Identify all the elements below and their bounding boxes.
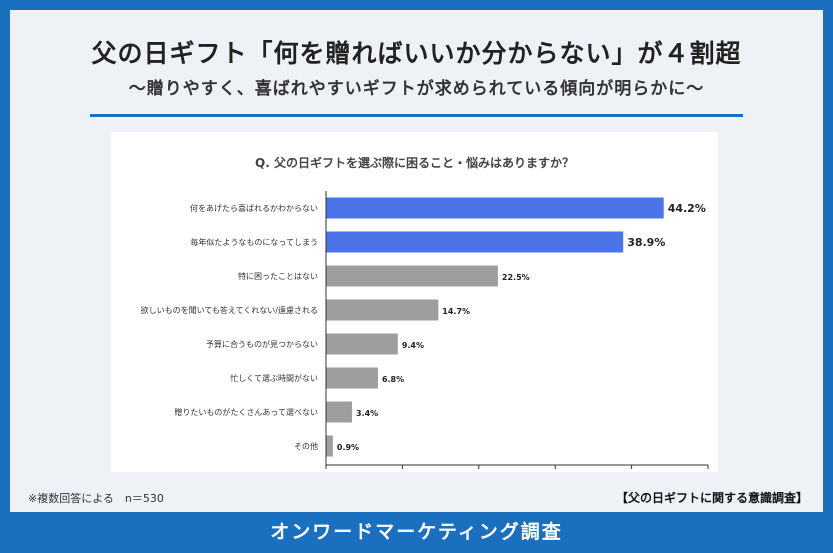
data-label: 9.4% <box>402 341 424 350</box>
source-label: 【父の日ギフトに関する意識調査】 <box>615 491 808 505</box>
category-label: 予算に合うものが見つからない <box>206 339 318 349</box>
title-underline <box>90 114 743 117</box>
bar <box>326 401 352 423</box>
data-label: 0.9% <box>337 443 359 452</box>
bar-chart: 何をあげたら喜ばれるかわからない 44.2% 毎年似たようなものになってしまう 38.… <box>141 191 709 469</box>
bar <box>326 367 378 389</box>
page-title: 父の日ギフト「何を贈ればいいか分からない」が４割超 <box>91 39 742 68</box>
bar <box>326 299 439 321</box>
category-label: 毎年似たようなものになってしまう <box>190 237 318 247</box>
bar <box>326 333 398 355</box>
data-label: 44.2% <box>668 202 706 215</box>
data-label: 22.5% <box>502 273 530 282</box>
data-label: 6.8% <box>382 375 404 384</box>
content-frame: 父の日ギフト「何を贈ればいいか分からない」が４割超 ～贈りやすく、喜ばれやすいギ… <box>10 10 823 512</box>
data-label: 14.7% <box>442 307 470 316</box>
category-label: 特に困ったことはない <box>238 271 318 281</box>
bar <box>326 231 624 253</box>
chart-panel: Q. 父の日ギフトを選ぶ際に困ること・悩みはありますか？ 何をあげたら喜ばれるか… <box>111 132 718 472</box>
footer-brand: オンワードマーケティング調査 <box>270 521 563 543</box>
category-label: 欲しいものを聞いても答えてくれない/遠慮される <box>141 305 318 315</box>
bar <box>326 197 664 219</box>
category-label: その他 <box>294 441 318 451</box>
bar <box>326 435 333 457</box>
category-label: 贈りたいものがたくさんあって選べない <box>174 407 318 417</box>
category-label: 何をあげたら喜ばれるかわからない <box>190 203 318 213</box>
page-subtitle: ～贈りやすく、喜ばれやすいギフトが求められている傾向が明らかに～ <box>128 79 705 99</box>
data-label: 3.4% <box>356 409 378 418</box>
category-label: 忙しくて選ぶ時間がない <box>230 373 318 383</box>
bar <box>326 265 498 287</box>
chart-title: Q. 父の日ギフトを選ぶ際に困ること・悩みはありますか？ <box>255 156 574 170</box>
footnote: ※複数回答による n＝530 <box>28 492 164 505</box>
data-label: 38.9% <box>627 236 665 249</box>
